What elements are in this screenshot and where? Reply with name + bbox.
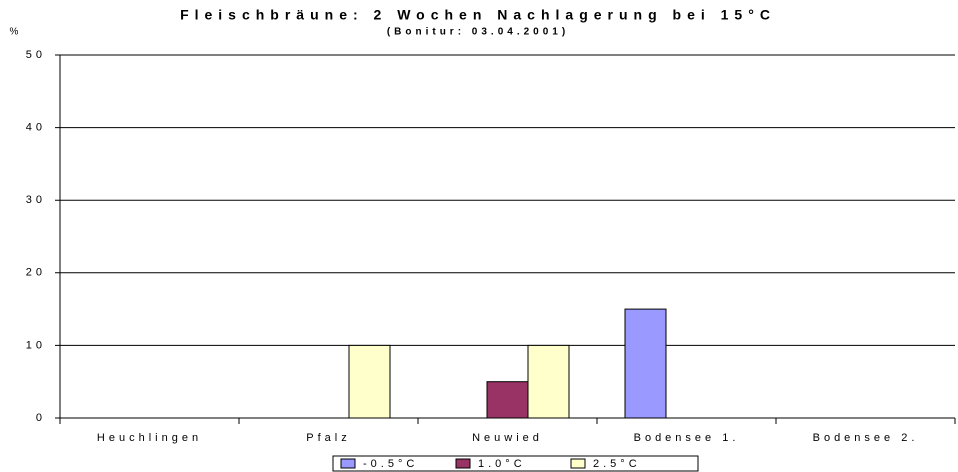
legend-swatch	[340, 458, 356, 469]
bar	[486, 381, 529, 419]
x-tick-label: Bodensee 2.	[813, 432, 919, 444]
x-tick-label: Bodensee 1.	[634, 432, 740, 444]
y-tick-label: 20	[26, 267, 46, 279]
legend-box	[332, 455, 699, 472]
y-axis-label: %	[10, 27, 23, 38]
x-tick-label: Pfalz	[306, 432, 350, 444]
y-tick-label: 0	[36, 412, 46, 424]
bar	[527, 344, 570, 419]
bar	[624, 308, 667, 419]
x-tick-label: Neuwied	[472, 432, 543, 444]
legend-label: 2.5°C	[593, 458, 641, 470]
y-tick-label: 50	[26, 49, 46, 61]
y-tick-label: 40	[26, 122, 46, 134]
legend-swatch	[570, 458, 586, 469]
legend-label: 1.0°C	[478, 458, 526, 470]
y-tick-label: 30	[26, 194, 46, 206]
bar	[348, 344, 391, 419]
y-tick-label: 10	[26, 339, 46, 351]
legend-swatch	[455, 458, 471, 469]
legend-label: -0.5°C	[363, 458, 418, 470]
x-tick-label: Heuchlingen	[97, 432, 202, 444]
chart-title: Fleischbräune: 2 Wochen Nachlagerung bei…	[180, 7, 776, 23]
chart-subtitle: (Bonitur: 03.04.2001)	[387, 27, 569, 38]
